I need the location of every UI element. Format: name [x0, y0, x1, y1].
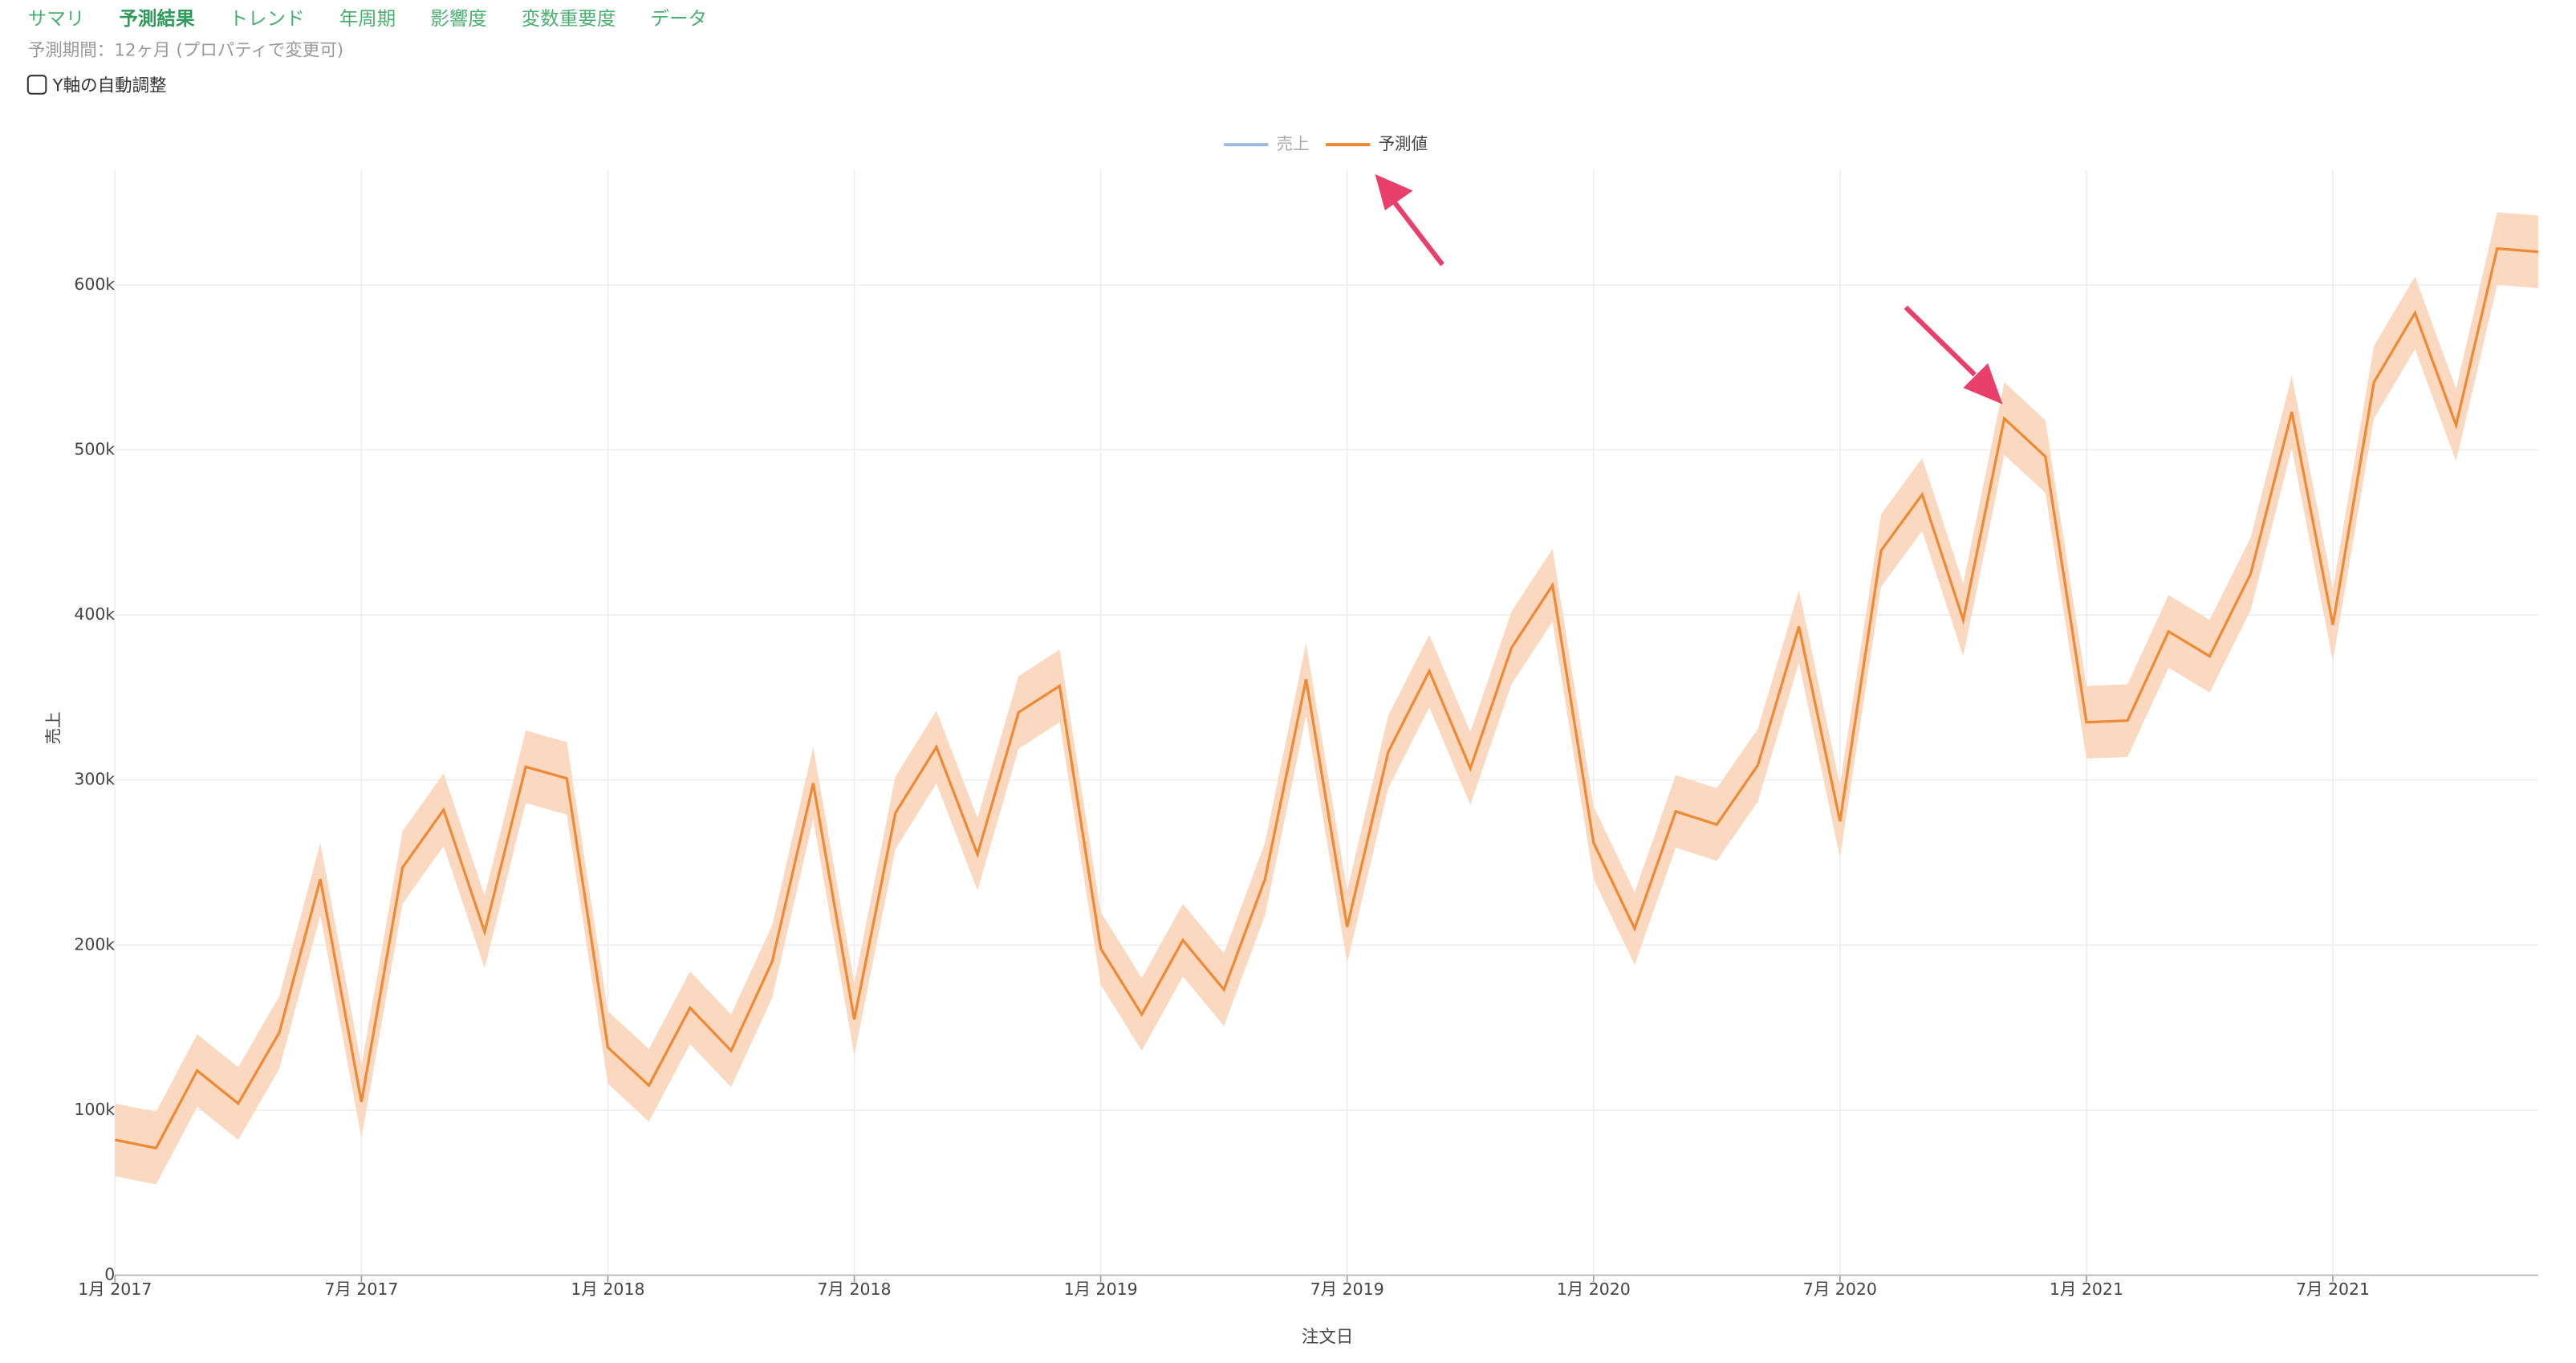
- y-tick-label: 500k: [74, 439, 115, 458]
- x-tick-label: 1月 2019: [1064, 1280, 1138, 1299]
- tab[interactable]: サマリ: [28, 7, 85, 30]
- y-tick-label: 600k: [74, 275, 115, 294]
- x-tick-label: 7月 2019: [1310, 1280, 1384, 1299]
- period-note: 予測期間：12ヶ月 (プロパティで変更可): [28, 40, 343, 60]
- y-tick-label: 400k: [74, 604, 115, 624]
- chart-layer: サマリ 予測結果 トレンド 年周期 影響度 変数重要度 データ 0 100k 200k 300k 40…: [28, 7, 2539, 1299]
- arrow: [1391, 198, 1444, 266]
- series-line: [114, 246, 2539, 1150]
- y-tick-label: 0: [104, 1265, 115, 1284]
- x-tick-label: 1月 2017: [78, 1280, 152, 1299]
- x-tick-label: 7月 2017: [324, 1280, 398, 1299]
- tab[interactable]: 変数重要度: [522, 7, 616, 30]
- tab[interactable]: データ: [650, 7, 707, 30]
- y-axis-label: 売上: [44, 711, 63, 744]
- checkbox-label[interactable]: Y軸の自動調整: [52, 76, 167, 96]
- confidence-band: [115, 212, 2538, 1185]
- legend-label[interactable]: 売上: [1277, 134, 1310, 153]
- annotation-arrows: [1375, 174, 2003, 405]
- y-tick-label: 300k: [74, 770, 115, 789]
- arrow-head: [1963, 363, 2003, 405]
- x-tick-label: 7月 2021: [2296, 1280, 2370, 1299]
- y-tick-label: 100k: [74, 1100, 115, 1119]
- x-tick-label: 7月 2020: [1803, 1280, 1877, 1299]
- tab[interactable]: 予測結果: [119, 7, 195, 30]
- y-tick-label: 200k: [74, 934, 115, 954]
- x-tick-label: 1月 2021: [2050, 1280, 2123, 1299]
- tab[interactable]: 影響度: [430, 7, 487, 30]
- tab[interactable]: 年周期: [339, 7, 396, 30]
- checkbox[interactable]: [26, 75, 47, 95]
- arrow: [1904, 305, 1977, 376]
- legend-label[interactable]: 予測値: [1379, 134, 1428, 153]
- tab[interactable]: トレンド: [230, 7, 305, 30]
- x-axis-label: 注文日: [1302, 1327, 1353, 1347]
- arrow-head: [1375, 174, 1413, 211]
- x-tick-label: 1月 2018: [571, 1280, 644, 1299]
- x-tick-label: 7月 2018: [817, 1280, 891, 1299]
- x-tick-label: 1月 2020: [1557, 1280, 1631, 1299]
